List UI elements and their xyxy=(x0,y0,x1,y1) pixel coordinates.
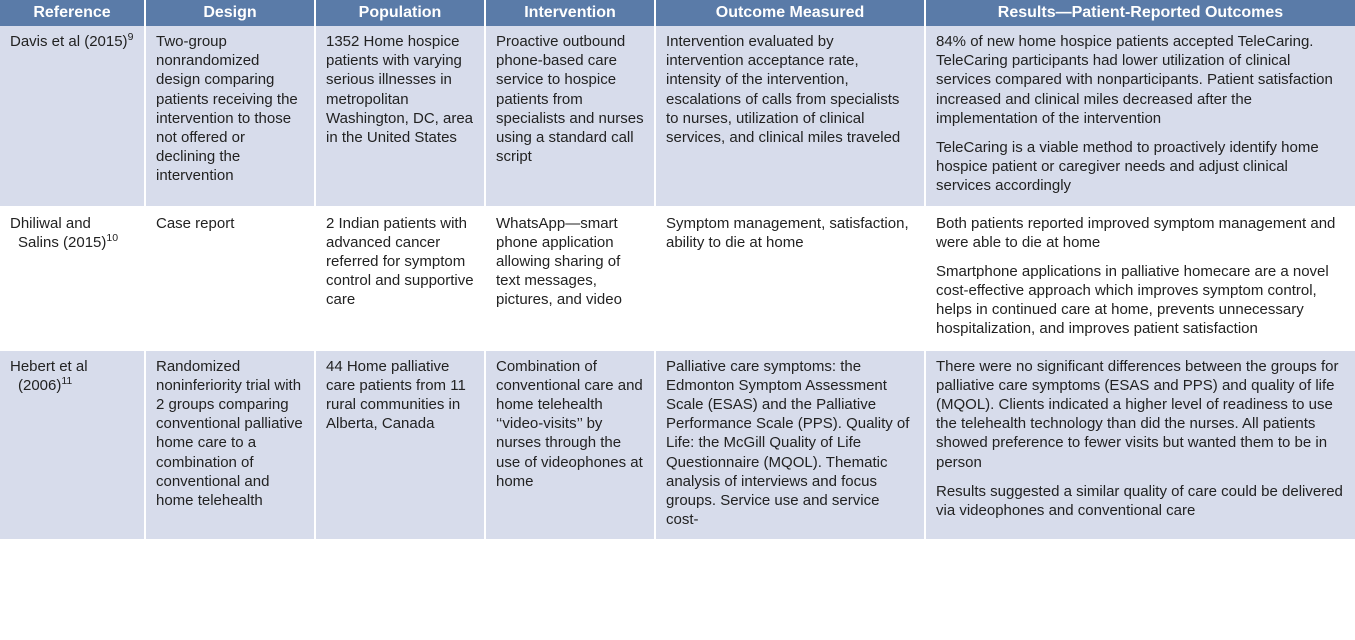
results-para-2: TeleCaring is a viable method to proacti… xyxy=(936,138,1345,196)
cell-outcome: Palliative care symptoms: the Edmonton S… xyxy=(655,350,925,541)
reference-sup: 11 xyxy=(61,375,72,387)
reference-text: Dhiliwal and Salins (2015) xyxy=(10,215,106,251)
reference-sup: 10 xyxy=(106,232,118,244)
table-row: Hebert et al (2006)11 Randomized noninfe… xyxy=(0,350,1355,541)
table-header-row: Reference Design Population Intervention… xyxy=(0,0,1355,26)
cell-intervention: Proactive outbound phone-based care serv… xyxy=(485,26,655,207)
table-body: Davis et al (2015)9 Two-group nonrandomi… xyxy=(0,26,1355,540)
cell-design: Two-group nonrandomized design comparing… xyxy=(145,26,315,207)
cell-population: 44 Home palliative care patients from 11… xyxy=(315,350,485,541)
results-para-1: 84% of new home hospice patients accepte… xyxy=(936,32,1345,128)
table: Reference Design Population Intervention… xyxy=(0,0,1355,541)
table-row: Dhiliwal and Salins (2015)10 Case report… xyxy=(0,207,1355,350)
table-row: Davis et al (2015)9 Two-group nonrandomi… xyxy=(0,26,1355,207)
evidence-table: Reference Design Population Intervention… xyxy=(0,0,1355,541)
cell-design: Case report xyxy=(145,207,315,350)
cell-results: There were no significant differences be… xyxy=(925,350,1355,541)
cell-outcome: Symptom management, satisfaction, abilit… xyxy=(655,207,925,350)
reference-text: Davis et al (2015) xyxy=(10,33,128,50)
results-para-2: Smartphone applications in palliative ho… xyxy=(936,262,1345,339)
cell-results: 84% of new home hospice patients accepte… xyxy=(925,26,1355,207)
results-para-1: Both patients reported improved symptom … xyxy=(936,214,1345,252)
cell-population: 2 Indian patients with advanced cancer r… xyxy=(315,207,485,350)
col-header-population: Population xyxy=(315,0,485,26)
cell-outcome: Intervention evaluated by intervention a… xyxy=(655,26,925,207)
col-header-reference: Reference xyxy=(0,0,145,26)
cell-design: Randomized noninferiority trial with 2 g… xyxy=(145,350,315,541)
reference-sup: 9 xyxy=(128,31,134,43)
col-header-results: Results—Patient-Reported Outcomes xyxy=(925,0,1355,26)
cell-intervention: Combination of conventional care and hom… xyxy=(485,350,655,541)
cell-reference: Hebert et al (2006)11 xyxy=(0,350,145,541)
cell-results: Both patients reported improved symptom … xyxy=(925,207,1355,350)
cell-intervention: WhatsApp—smart phone application allowin… xyxy=(485,207,655,350)
cell-reference: Davis et al (2015)9 xyxy=(0,26,145,207)
reference-text: Hebert et al (2006) xyxy=(10,358,88,394)
results-para-1: There were no significant differences be… xyxy=(936,357,1345,472)
results-para-2: Results suggested a similar quality of c… xyxy=(936,482,1345,520)
col-header-design: Design xyxy=(145,0,315,26)
cell-reference: Dhiliwal and Salins (2015)10 xyxy=(0,207,145,350)
cell-population: 1352 Home hospice patients with varying … xyxy=(315,26,485,207)
col-header-outcome: Outcome Measured xyxy=(655,0,925,26)
col-header-intervention: Intervention xyxy=(485,0,655,26)
